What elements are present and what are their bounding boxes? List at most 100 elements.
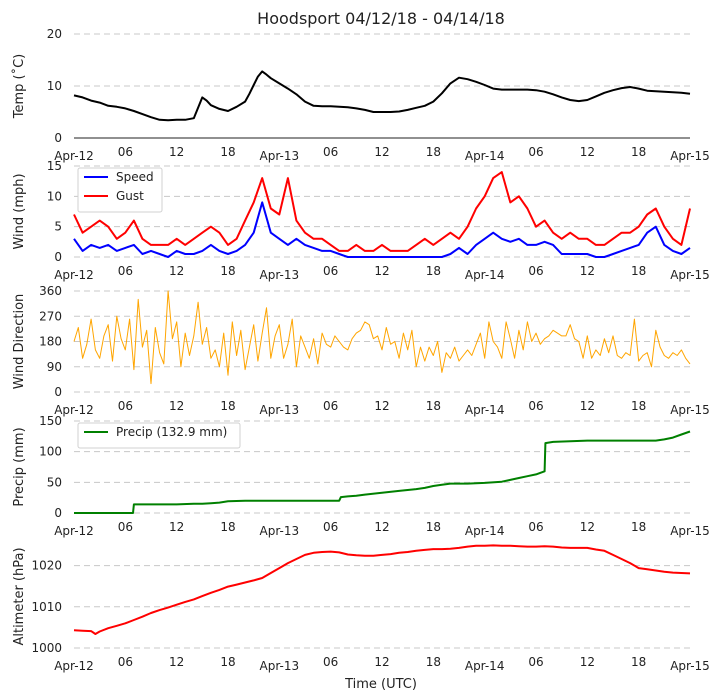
precip-x-tick-label: 12 xyxy=(580,520,595,534)
alt-x-tick-label: 06 xyxy=(323,655,338,669)
alt-y-axis-title: Altimeter (hPa) xyxy=(12,547,27,645)
precip-y-tick-label: 50 xyxy=(47,475,62,489)
wind-panel: 0 5 10 15 Wind (mph) Apr-12 06 12 18 Apr-13 06 12 18… xyxy=(12,159,710,282)
temp-x-tick-label: 06 xyxy=(323,145,338,159)
alt-x-tick-label: 12 xyxy=(374,655,389,669)
wdir-series-direction xyxy=(73,290,691,385)
wdir-x-tick-label: 06 xyxy=(118,399,133,413)
wind-x-tick-label: 06 xyxy=(118,264,133,278)
alt-x-tick-label: 12 xyxy=(169,655,184,669)
temp-x-tick-label: 18 xyxy=(631,145,646,159)
alt-y-tick-label: 1010 xyxy=(31,600,62,614)
alt-x-tick-label: 12 xyxy=(580,655,595,669)
temp-x-tick-label: 18 xyxy=(220,145,235,159)
precip-panel: 0 50 100 150 Precip (mm) Apr-12 06 12 18 Apr-13 06… xyxy=(12,414,710,538)
precip-y-tick-label: 150 xyxy=(39,414,62,428)
wind-x-tick-label: 12 xyxy=(169,264,184,278)
alt-y-tick-label: 1000 xyxy=(31,641,62,655)
precip-y-tick-label: 0 xyxy=(54,506,62,520)
alt-x-tick-label: 18 xyxy=(426,655,441,669)
temp-y-tick-label: 0 xyxy=(54,131,62,145)
wdir-x-tick-label: 18 xyxy=(631,399,646,413)
wdir-y-tick-label: 0 xyxy=(54,385,62,399)
wdir-x-tick-label: 12 xyxy=(374,399,389,413)
precip-x-tick-label: 06 xyxy=(323,520,338,534)
wdir-x-tick-label: Apr-12 xyxy=(54,403,94,417)
alt-x-tick-label: Apr-12 xyxy=(54,659,94,673)
alt-x-tick-label: 06 xyxy=(118,655,133,669)
chart-title: Hoodsport 04/12/18 - 04/14/18 xyxy=(257,9,505,28)
wind-y-tick-label: 5 xyxy=(54,220,62,234)
temp-series-temp xyxy=(73,70,691,122)
x-axis-title: Time (UTC) xyxy=(344,677,417,692)
alt-y-tick-label: 1020 xyxy=(31,559,62,573)
alt-x-tick-label: Apr-15 xyxy=(670,659,710,673)
precip-legend-label: Precip (132.9 mm) xyxy=(116,425,227,439)
wdir-x-tick-label: Apr-15 xyxy=(670,403,710,417)
wind-y-axis-title: Wind (mph) xyxy=(12,173,27,249)
wdir-x-tick-label: 18 xyxy=(220,399,235,413)
temp-x-tick-label: 18 xyxy=(426,145,441,159)
wdir-x-tick-label: Apr-13 xyxy=(260,403,300,417)
precip-x-tick-label: 12 xyxy=(374,520,389,534)
temp-x-tick-label: 06 xyxy=(118,145,133,159)
precip-x-tick-label: 06 xyxy=(118,520,133,534)
alt-x-tick-label: 18 xyxy=(220,655,235,669)
temp-x-tick-label: Apr-15 xyxy=(670,149,710,163)
wdir-x-tick-label: 06 xyxy=(528,399,543,413)
wind-series-gust xyxy=(73,171,691,252)
temp-y-tick-label: 10 xyxy=(47,79,62,93)
precip-x-tick-label: 06 xyxy=(528,520,543,534)
wind-x-tick-label: 12 xyxy=(580,264,595,278)
wind-x-tick-label: Apr-12 xyxy=(54,268,94,282)
wind-legend xyxy=(77,167,163,213)
wind-series-speed xyxy=(73,201,691,258)
wdir-panel: 0 90 180 270 360 Wind Direction Apr-12 06 12 18 Ap… xyxy=(12,284,710,417)
temp-x-tick-label: 12 xyxy=(169,145,184,159)
temp-x-tick-label: 12 xyxy=(374,145,389,159)
temp-x-tick-label: 06 xyxy=(528,145,543,159)
precip-x-tick-label: Apr-12 xyxy=(54,524,94,538)
wdir-x-tick-label: Apr-14 xyxy=(465,403,505,417)
wind-x-tick-label: Apr-13 xyxy=(260,268,300,282)
wdir-y-tick-label: 180 xyxy=(39,335,62,349)
wdir-x-tick-label: 12 xyxy=(169,399,184,413)
precip-x-tick-label: Apr-13 xyxy=(260,524,300,538)
precip-x-tick-label: 18 xyxy=(220,520,235,534)
alt-panel: 1000 1010 1020 Altimeter (hPa) Apr-12 06 12 18 A… xyxy=(12,544,710,673)
precip-x-tick-label: 18 xyxy=(631,520,646,534)
wdir-y-tick-label: 270 xyxy=(39,309,62,323)
wind-x-tick-label: Apr-15 xyxy=(670,268,710,282)
temp-y-tick-label: 20 xyxy=(47,27,62,41)
wind-x-tick-label: Apr-14 xyxy=(465,268,505,282)
temp-panel: 0 10 20 Temp (˚C) Apr-12 06 12 18 Apr-13 06 12 18 Ap… xyxy=(11,27,710,163)
wdir-y-tick-label: 90 xyxy=(47,360,62,374)
wdir-y-tick-label: 360 xyxy=(39,284,62,298)
temp-x-tick-label: Apr-13 xyxy=(260,149,300,163)
precip-series-precip-132-9-mm xyxy=(74,430,691,514)
alt-x-tick-label: Apr-13 xyxy=(260,659,300,673)
wind-y-tick-label: 0 xyxy=(54,250,62,264)
temp-x-tick-label: 12 xyxy=(580,145,595,159)
wdir-x-tick-label: 18 xyxy=(426,399,441,413)
wdir-x-tick-label: 06 xyxy=(323,399,338,413)
precip-x-tick-label: Apr-15 xyxy=(670,524,710,538)
alt-x-tick-label: 06 xyxy=(528,655,543,669)
temp-x-tick-label: Apr-14 xyxy=(465,149,505,163)
wind-x-tick-label: 18 xyxy=(631,264,646,278)
temp-y-axis-title: Temp (˚C) xyxy=(11,54,27,120)
alt-series-altimeter xyxy=(73,544,691,635)
wind-x-tick-label: 06 xyxy=(323,264,338,278)
wind-y-tick-label: 10 xyxy=(47,189,62,203)
precip-legend xyxy=(77,422,241,449)
wind-y-tick-label: 15 xyxy=(47,159,62,173)
wdir-x-tick-label: 12 xyxy=(580,399,595,413)
precip-x-tick-label: 18 xyxy=(426,520,441,534)
alt-x-tick-label: Apr-14 xyxy=(465,659,505,673)
wind-x-tick-label: 18 xyxy=(220,264,235,278)
wind-x-tick-label: 18 xyxy=(426,264,441,278)
temp-x-tick-label: Apr-12 xyxy=(54,149,94,163)
alt-x-tick-label: 18 xyxy=(631,655,646,669)
